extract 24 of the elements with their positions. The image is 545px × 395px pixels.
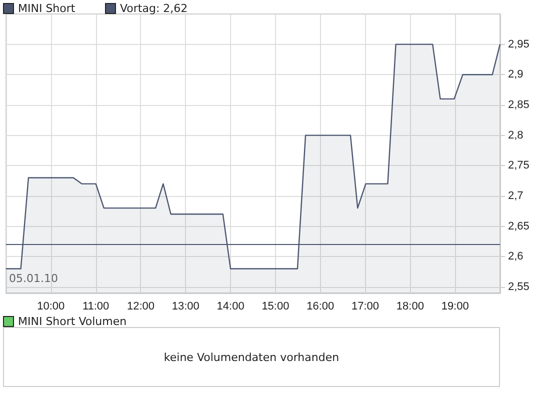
x-tick-label: 19:00 bbox=[441, 300, 469, 312]
x-tick-label: 17:00 bbox=[352, 300, 380, 312]
text: keine Volumendaten vorhanden bbox=[3, 327, 500, 387]
y-tick-label: 2,75 bbox=[508, 160, 530, 172]
text: MINI Short Volumen bbox=[18, 315, 127, 328]
y-tick-label: 2,65 bbox=[508, 220, 530, 232]
x-tick-label: 18:00 bbox=[396, 300, 424, 312]
x-tick-label: 13:00 bbox=[172, 300, 200, 312]
x-tick-label: 10:00 bbox=[37, 300, 65, 312]
x-tick-label: 14:00 bbox=[216, 300, 244, 312]
y-tick-label: 2,9 bbox=[508, 68, 524, 81]
y-tick-label: 2,95 bbox=[508, 38, 530, 50]
y-tick-label: 2,7 bbox=[508, 190, 524, 202]
y-tick-label: 2,85 bbox=[508, 98, 530, 111]
legend-label: Vortag: 2,62 bbox=[120, 2, 188, 15]
x-tick-label: 16:00 bbox=[306, 300, 334, 312]
y-tick-label: 2,8 bbox=[508, 129, 524, 142]
x-tick-label: 15:00 bbox=[262, 300, 290, 312]
x-tick-label: 12:00 bbox=[126, 300, 154, 312]
y-tick-label: 2,55 bbox=[508, 280, 530, 293]
legend-label: MINI Short bbox=[18, 2, 76, 15]
y-tick-label: 2,6 bbox=[508, 250, 524, 263]
x-tick-label: 11:00 bbox=[82, 300, 110, 312]
annotation: 05.01.10 bbox=[9, 272, 58, 285]
